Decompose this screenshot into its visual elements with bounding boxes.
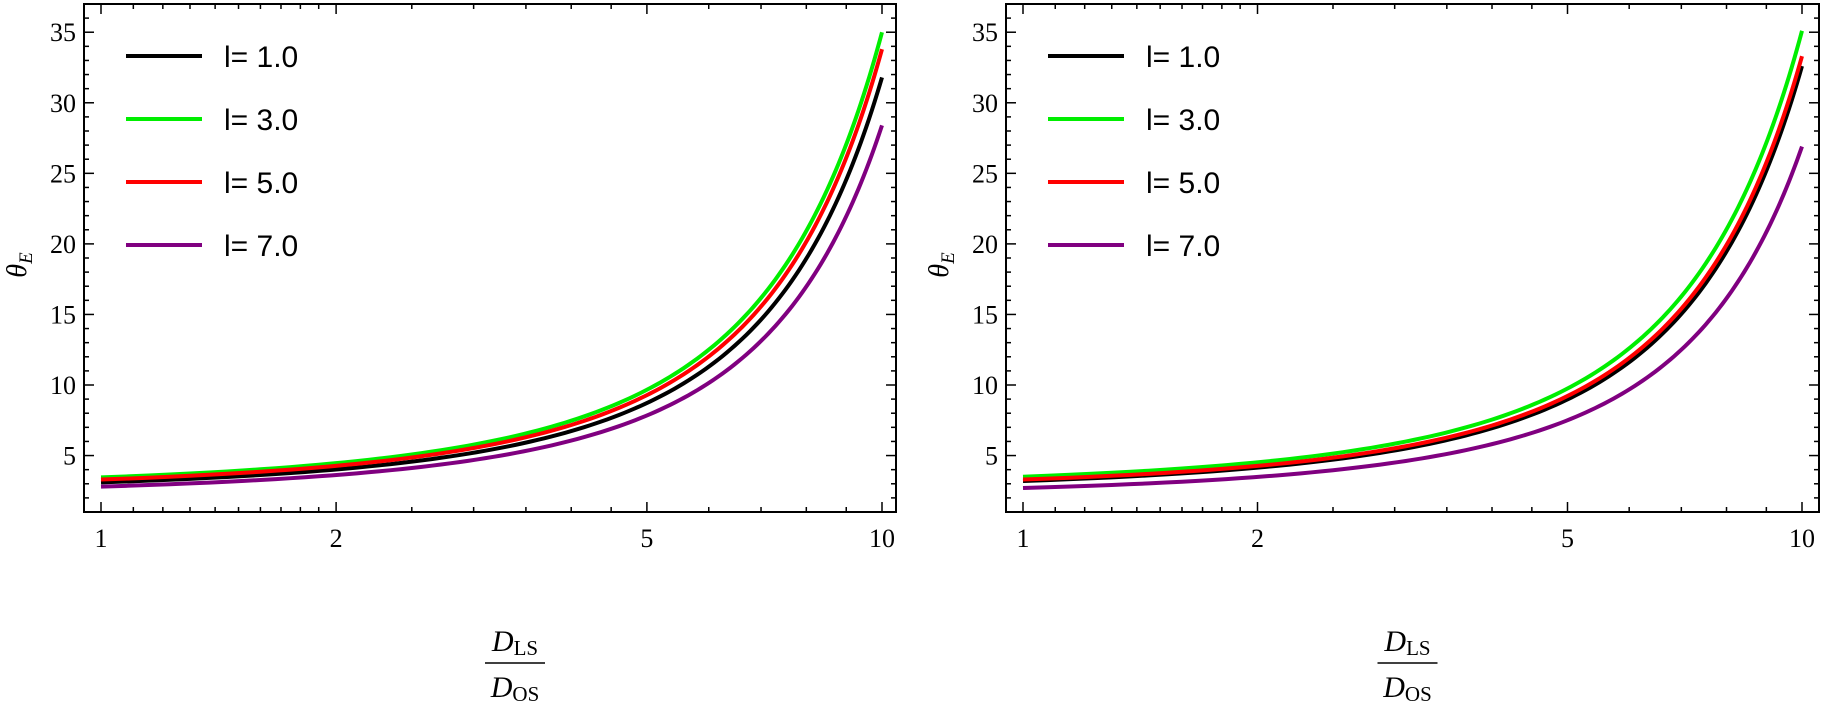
x-label-numerator-symbol: D (1383, 625, 1406, 658)
y-axis-subscript: E (16, 252, 37, 265)
series-line-4 (1022, 145, 1804, 491)
x-tick-label: 1 (1017, 524, 1030, 553)
y-tick-label: 25 (50, 159, 76, 188)
plot-frame (83, 3, 897, 513)
x-label-denominator: DOS (1382, 671, 1432, 702)
legend-label-1: l= 1.0 (1146, 41, 1220, 74)
series-line-1 (1022, 65, 1804, 483)
legend-label-1: l= 1.0 (224, 41, 298, 74)
x-label-numerator-symbol: D (491, 625, 514, 658)
legend: l= 1.0 l= 3.0 l= 5.0 l= 7.0 (126, 41, 298, 263)
y-tick-label: 15 (50, 300, 76, 329)
y-tick-label: 25 (972, 159, 998, 188)
x-tick-label: 2 (330, 524, 343, 553)
y-tick-label: 10 (972, 371, 998, 400)
legend-label-2: l= 3.0 (224, 104, 298, 137)
x-tick-label: 10 (1789, 524, 1815, 553)
y-tick-label: 15 (972, 300, 998, 329)
y-tick-label: 30 (50, 89, 76, 118)
x-label-numerator: DLS (491, 625, 538, 660)
series-line-1 (100, 76, 884, 485)
y-tick-label: 30 (972, 89, 998, 118)
y-tick-label: 5 (63, 442, 76, 471)
y-tick-label: 35 (50, 18, 76, 47)
x-label-numerator: DLS (1383, 625, 1430, 660)
plot-frame (1005, 3, 1820, 513)
y-axis-symbol: θ (924, 264, 955, 278)
y-tick-label: 5 (985, 442, 998, 471)
legend-label-4: l= 7.0 (224, 230, 298, 263)
y-axis-label: θE (924, 252, 959, 278)
x-label-denominator: DOS (490, 671, 540, 702)
x-label-numerator-subscript: LS (514, 636, 539, 660)
legend-label-3: l= 5.0 (1146, 167, 1220, 200)
y-tick-label: 10 (50, 371, 76, 400)
y-axis-label-text: θE (924, 252, 959, 278)
series-line-4 (100, 124, 884, 489)
y-axis-subscript: E (938, 252, 959, 265)
x-tick-label: 10 (869, 524, 895, 553)
x-tick-label: 5 (640, 524, 653, 553)
series-line-3 (1022, 55, 1804, 482)
y-axis-label: θE (2, 252, 37, 278)
x-tick-label: 2 (1251, 524, 1264, 553)
y-axis-symbol: θ (2, 264, 33, 278)
series-line-2 (100, 31, 884, 480)
legend-label-3: l= 5.0 (224, 167, 298, 200)
y-tick-label: 35 (972, 18, 998, 47)
series-line-3 (100, 48, 884, 482)
legend-label-2: l= 3.0 (1146, 104, 1220, 137)
legend: l= 1.0 l= 3.0 l= 5.0 l= 7.0 (1048, 41, 1220, 263)
x-label-denominator-subscript: OS (1405, 682, 1432, 702)
y-tick-label: 20 (972, 230, 998, 259)
legend-label-4: l= 7.0 (1146, 230, 1220, 263)
y-axis-label-text: θE (2, 252, 37, 278)
x-label-numerator-subscript: LS (1406, 636, 1431, 660)
x-tick-label: 1 (95, 524, 108, 553)
x-label-denominator-symbol: D (490, 671, 513, 702)
y-tick-label: 20 (50, 230, 76, 259)
series-line-2 (1022, 30, 1804, 479)
x-tick-label: 5 (1561, 524, 1574, 553)
x-label-denominator-subscript: OS (512, 682, 539, 702)
x-label-denominator-symbol: D (1382, 671, 1405, 702)
